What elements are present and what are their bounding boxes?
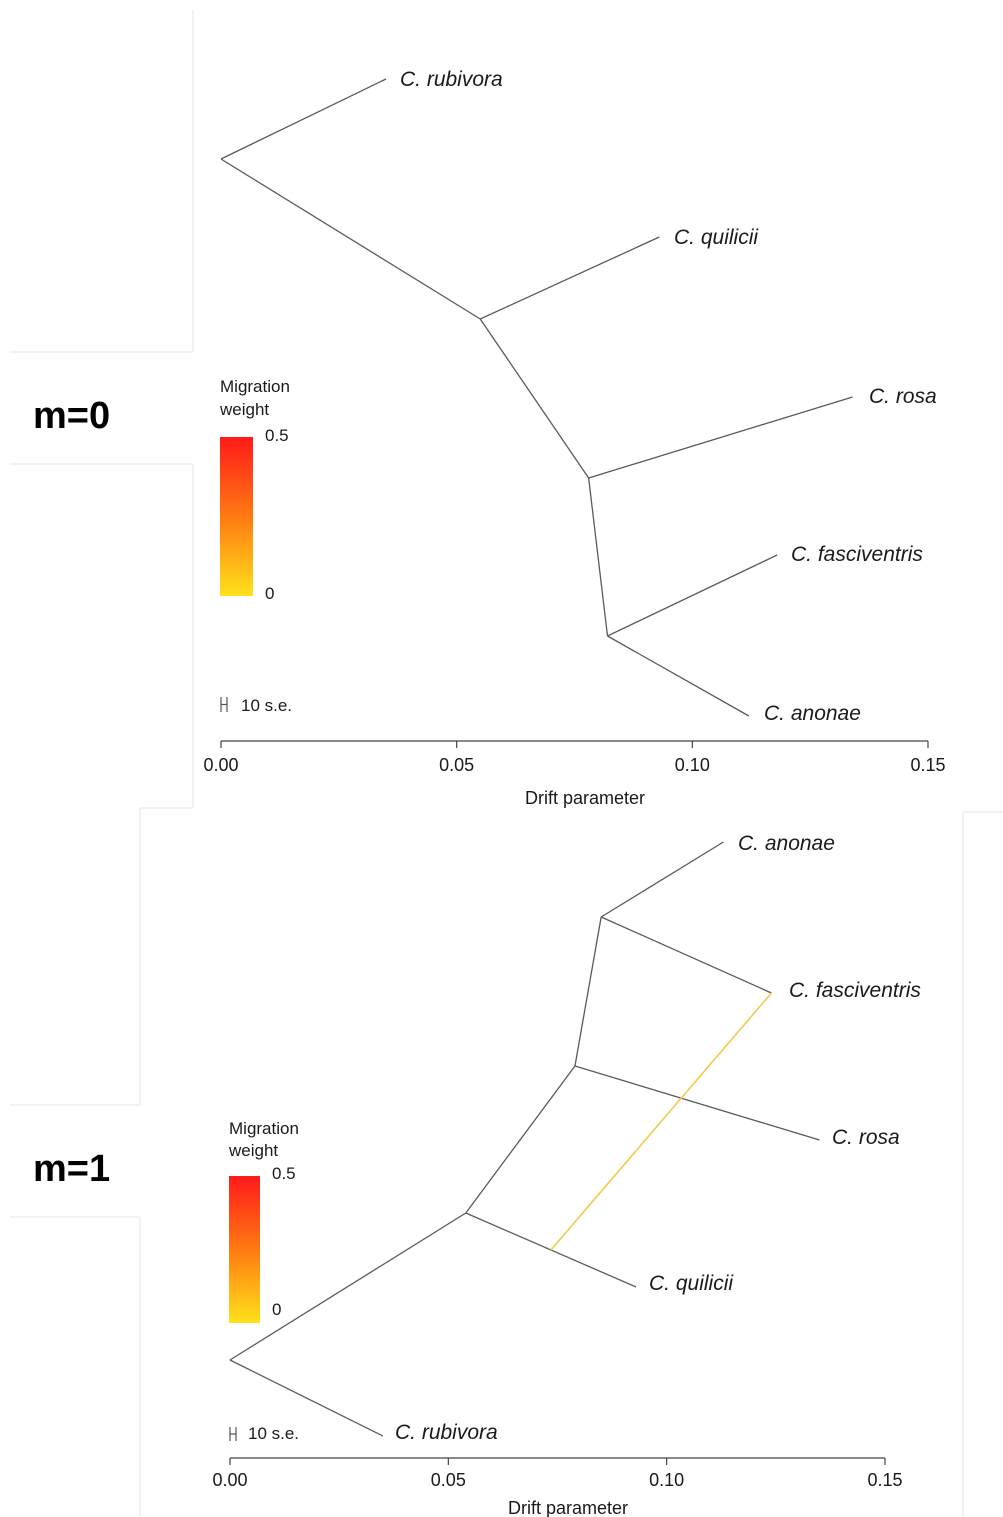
tip-label-quilicii: C. quilicii <box>649 1272 734 1295</box>
tip-labels-m1: C. anonae C. fasciventris C. rosa C. qui… <box>395 832 921 1444</box>
tree-branch <box>607 635 750 717</box>
x-tick-label: 0.15 <box>910 755 945 775</box>
panel-m1: m=1 C. anonae C. fasciventris C. rosa C.… <box>33 832 921 1517</box>
x-axis-m1: Drift parameter 0.00 0.05 0.10 0.15 <box>212 1457 903 1517</box>
tip-label-rosa: C. rosa <box>869 385 937 408</box>
x-tick-label: 0.10 <box>649 1470 684 1490</box>
se-scale-label: 10 s.e. <box>241 696 292 715</box>
x-axis-label: Drift parameter <box>508 1498 628 1517</box>
tree-branch <box>465 1065 576 1214</box>
tree-branch <box>587 477 609 637</box>
tree-branch <box>607 554 778 637</box>
panel-label-m1: m=1 <box>33 1148 110 1190</box>
legend-title-line2: weight <box>228 1141 278 1160</box>
migration-legend-m0: Migration weight 0.5 0 <box>219 377 290 603</box>
tree-branch <box>229 1359 384 1437</box>
tip-label-rosa: C. rosa <box>832 1126 900 1149</box>
se-scale-bar <box>220 697 228 712</box>
legend-min-label: 0 <box>272 1300 281 1319</box>
legend-color-bar <box>229 1176 260 1323</box>
legend-title-line1: Migration <box>220 377 290 396</box>
tree-branch <box>229 1212 467 1361</box>
tree-branch <box>574 1065 820 1141</box>
tree-branch <box>479 236 660 320</box>
legend-color-bar <box>220 437 253 596</box>
tip-label-anonae: C. anonae <box>738 832 835 855</box>
legend-title-line1: Migration <box>229 1119 299 1138</box>
panel-frames <box>10 10 1003 1517</box>
se-scale-bar <box>229 1427 237 1441</box>
panel-label-m0: m=0 <box>33 395 110 437</box>
legend-max-label: 0.5 <box>272 1164 296 1183</box>
tip-label-anonae: C. anonae <box>764 702 861 725</box>
tree-branch <box>600 841 724 918</box>
legend-title-line2: weight <box>219 400 269 419</box>
x-axis-label: Drift parameter <box>525 788 645 808</box>
x-tick-label: 0.05 <box>431 1470 466 1490</box>
migration-edge <box>550 992 773 1251</box>
legend-min-label: 0 <box>265 584 274 603</box>
tip-labels-m0: C. rubivora C. quilicii C. rosa C. fasci… <box>400 68 937 725</box>
panel-m0: m=0 C. rubivora C. quilicii C. rosa C. f… <box>33 68 946 808</box>
tip-label-fasciventris: C. fasciventris <box>789 979 921 1002</box>
se-scale-m1: 10 s.e. <box>229 1424 299 1443</box>
tree-branch <box>588 396 853 479</box>
tip-label-rubivora: C. rubivora <box>395 1421 498 1444</box>
x-tick-label: 0.05 <box>439 755 474 775</box>
tip-label-rubivora: C. rubivora <box>400 68 503 91</box>
tip-label-quilicii: C. quilicii <box>674 226 759 249</box>
tree-branches-m1 <box>229 841 820 1437</box>
legend-max-label: 0.5 <box>265 426 289 445</box>
x-axis-m0: Drift parameter 0.00 0.05 0.10 0.15 <box>203 740 946 808</box>
x-tick-label: 0.00 <box>212 1470 247 1490</box>
tree-branch <box>220 158 481 320</box>
tip-label-fasciventris: C. fasciventris <box>791 543 923 566</box>
tree-branches-m0 <box>220 78 853 717</box>
x-tick-label: 0.00 <box>203 755 238 775</box>
tree-branch <box>574 916 602 1067</box>
tree-branch <box>479 318 590 479</box>
tree-branch <box>600 916 772 994</box>
migration-legend-m1: Migration weight 0.5 0 <box>228 1119 299 1323</box>
se-scale-label: 10 s.e. <box>248 1424 299 1443</box>
x-tick-label: 0.15 <box>867 1470 902 1490</box>
x-tick-label: 0.10 <box>675 755 710 775</box>
tree-branch <box>220 78 387 160</box>
se-scale-m0: 10 s.e. <box>220 696 292 715</box>
tree-branch <box>465 1212 637 1288</box>
